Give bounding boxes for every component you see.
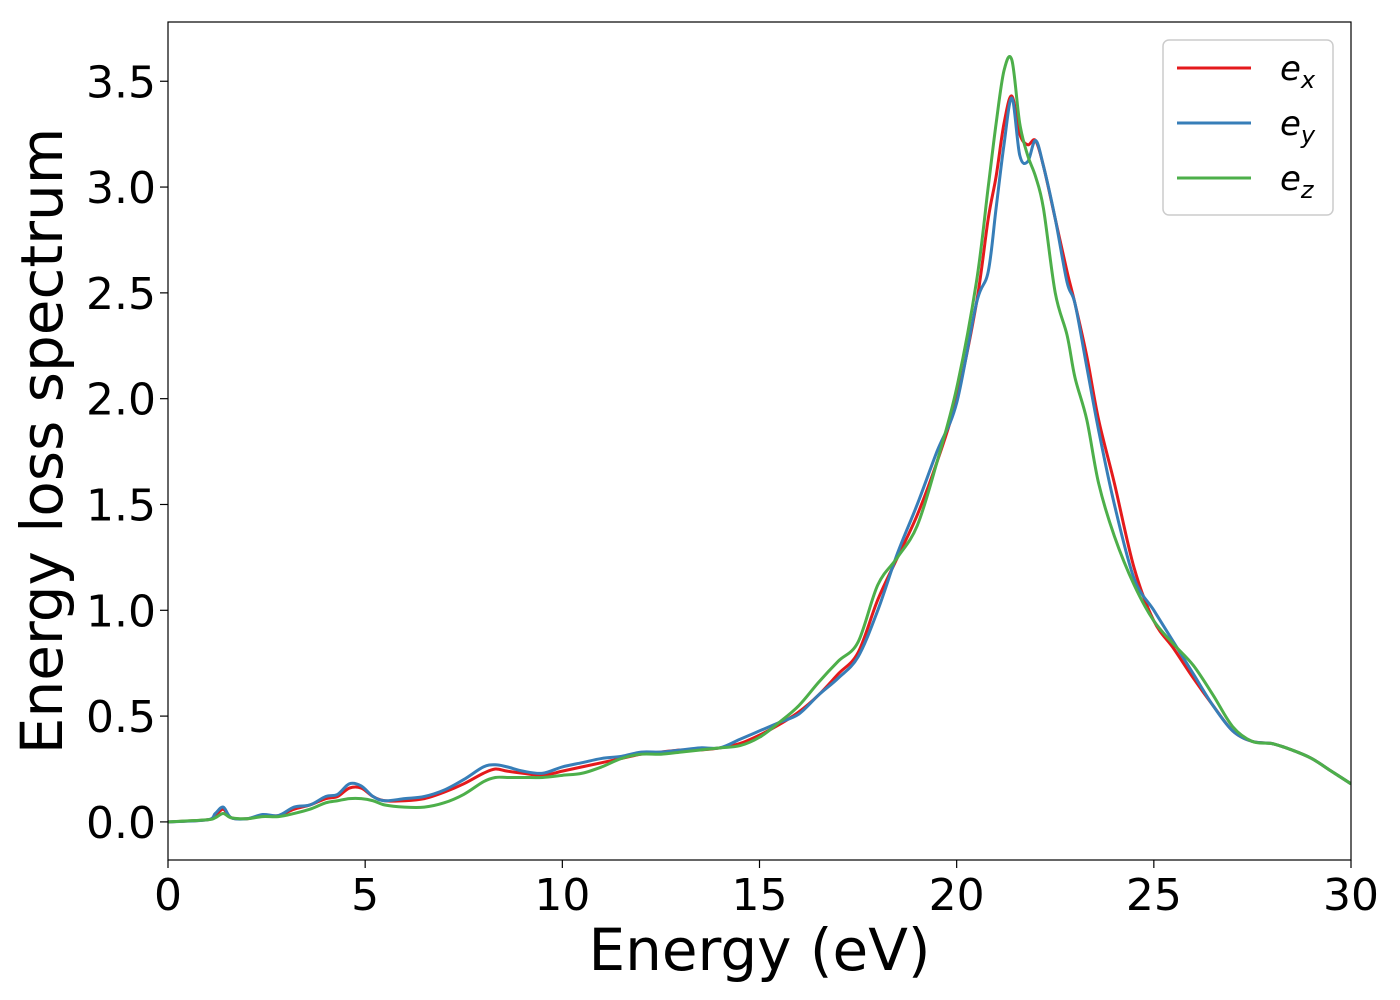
x-tick-label: 20	[929, 870, 985, 921]
x-tick-label: 5	[351, 870, 379, 921]
y-tick-label: 0.0	[86, 798, 156, 849]
x-tick-label: 10	[534, 870, 590, 921]
x-tick-label: 25	[1126, 870, 1182, 921]
legend-label: ex	[1280, 49, 1316, 94]
legend-box	[1162, 39, 1334, 216]
y-tick-label: 0.5	[86, 692, 156, 743]
legend-label: ey	[1280, 104, 1316, 149]
y-axis-title: Energy loss spectrum	[8, 128, 76, 754]
legend-item-z: ez	[1177, 159, 1315, 204]
x-tick-label: 0	[154, 870, 182, 921]
legend-item-y: ey	[1177, 104, 1316, 149]
y-tick-label: 2.0	[86, 375, 156, 426]
legend-label-base: e	[1280, 49, 1301, 89]
legend-label: ez	[1280, 159, 1315, 204]
legend-label-subscript: z	[1300, 176, 1315, 204]
y-axis-ticks: 0.0 0.5 1.0 1.5 2.0 2.5 3.0 3.5	[86, 57, 168, 849]
x-axis-title: Energy (eV)	[588, 916, 930, 984]
y-tick-label: 3.0	[86, 163, 156, 214]
series-line-z	[168, 55, 1351, 824]
legend-label-base: e	[1280, 159, 1301, 199]
legend-label-base: e	[1280, 104, 1301, 144]
series-layer	[168, 55, 1351, 824]
legend-label-subscript: x	[1300, 66, 1316, 94]
series-line-y	[168, 96, 1351, 824]
y-tick-label: 2.5	[86, 269, 156, 320]
legend-item-x: ex	[1177, 49, 1316, 94]
legend-label-subscript: y	[1300, 121, 1316, 149]
y-tick-label: 3.5	[86, 57, 156, 108]
y-tick-label: 1.5	[86, 480, 156, 531]
x-axis-ticks: 0 5 10 15 20 25 30	[154, 860, 1379, 921]
x-tick-label: 30	[1323, 870, 1379, 921]
x-tick-label: 15	[732, 870, 788, 921]
y-tick-label: 1.0	[86, 586, 156, 637]
